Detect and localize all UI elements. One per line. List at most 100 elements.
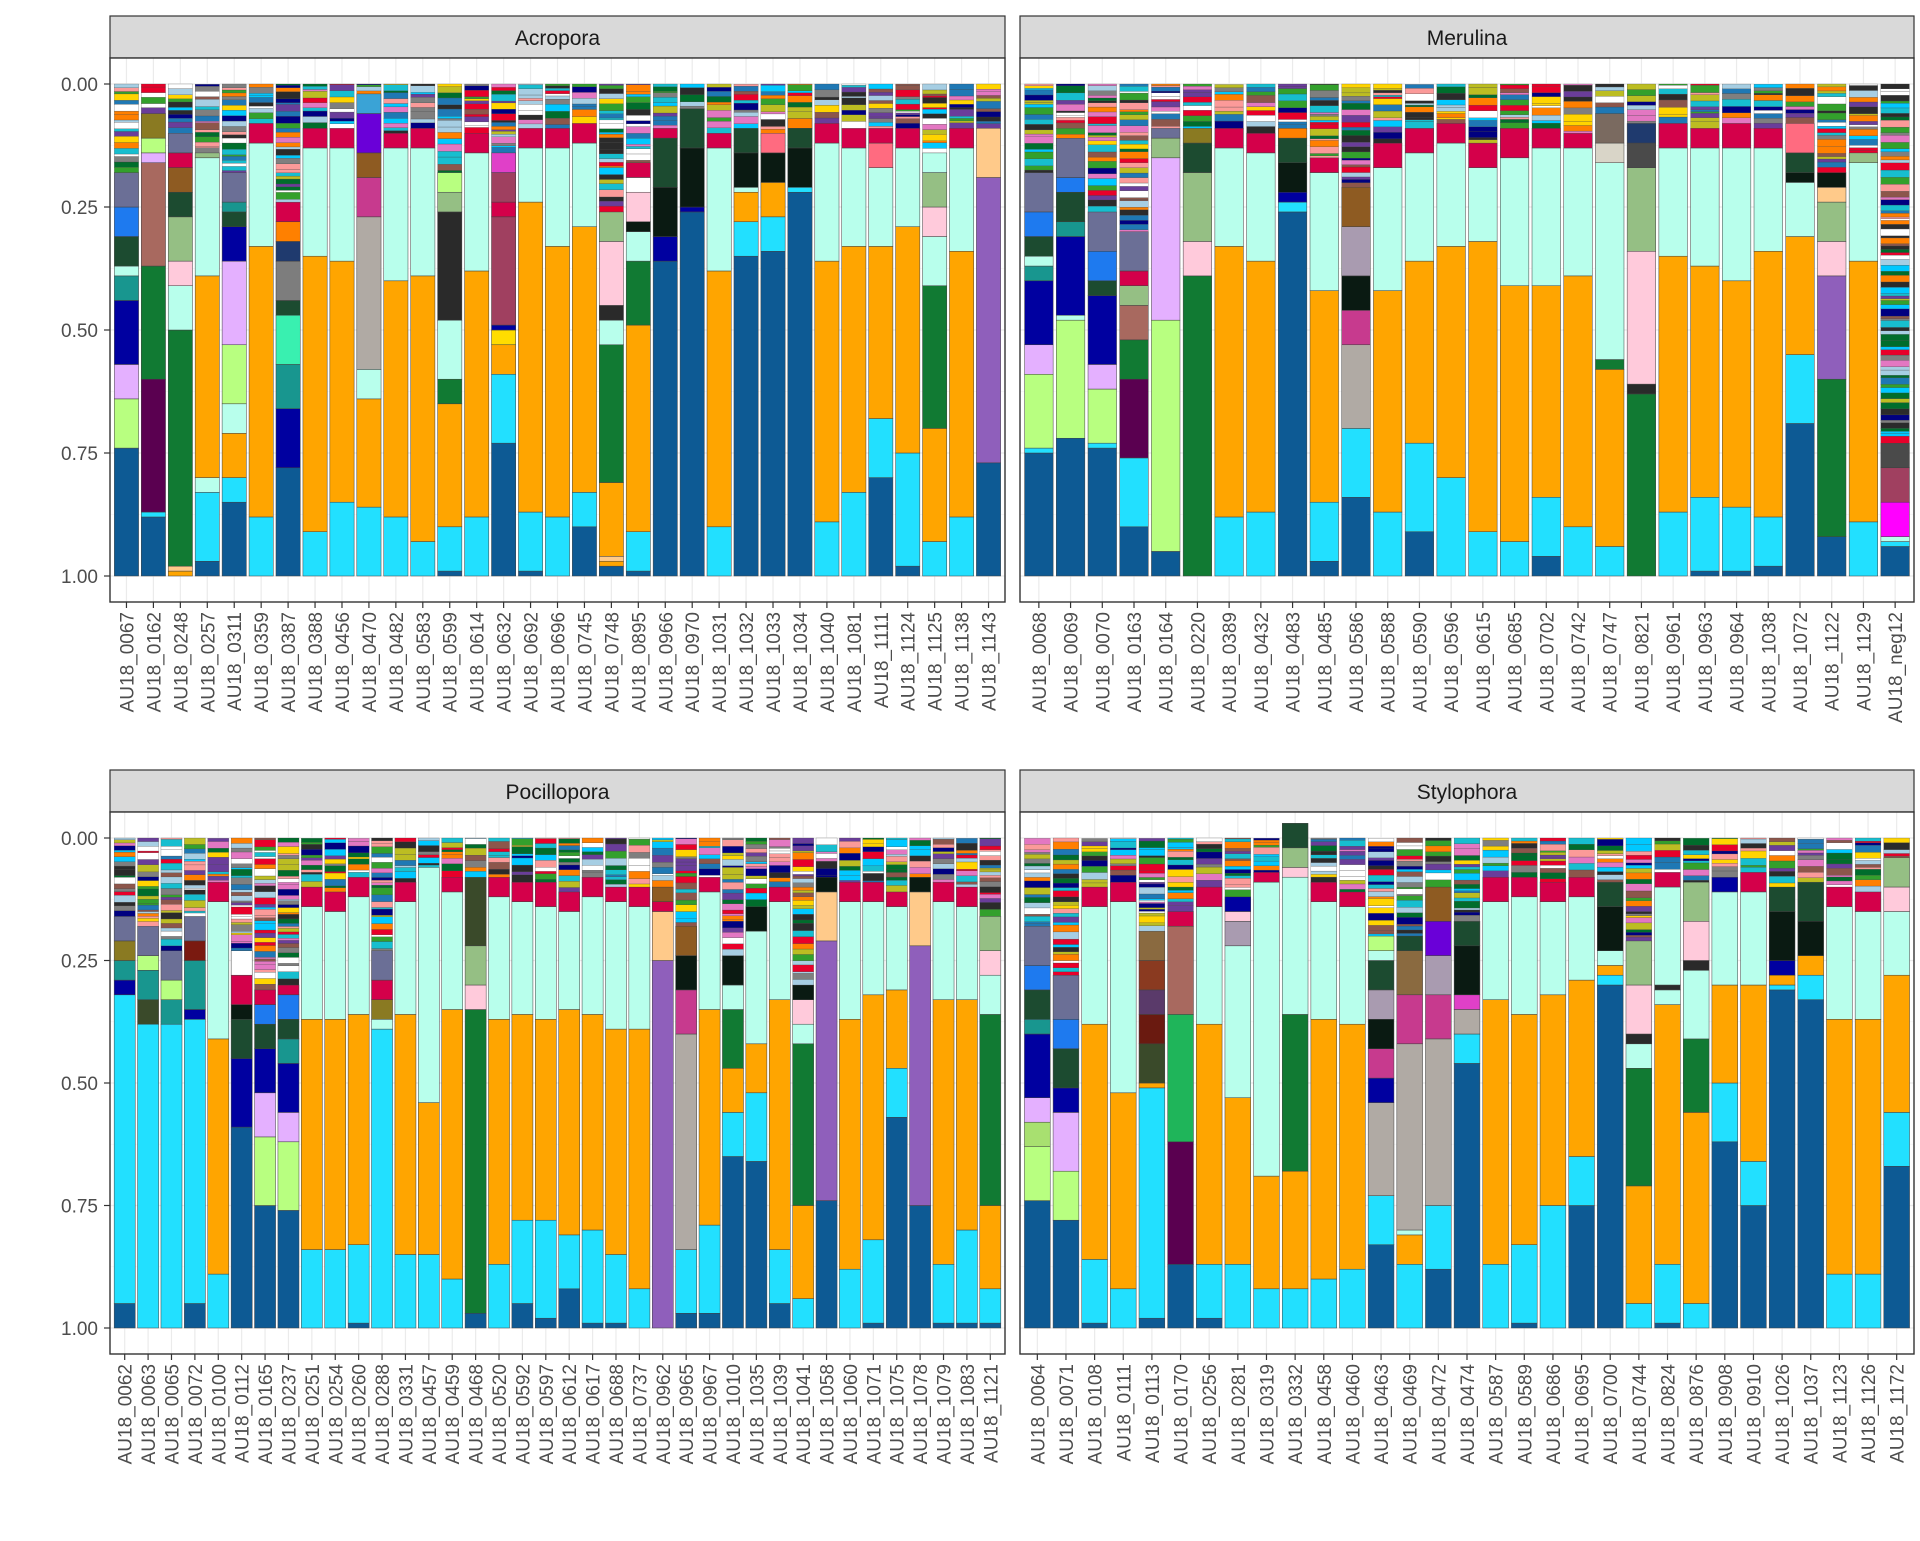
bar-segment — [1595, 369, 1625, 547]
bar-minor-segment — [652, 867, 674, 874]
bar-segment — [114, 236, 139, 267]
bar-minor-segment — [545, 118, 570, 125]
x-tick-label: AU18_0686 — [1544, 1364, 1565, 1464]
bar-segment — [862, 994, 885, 1241]
bar-minor-segment — [1797, 850, 1824, 854]
bar-segment — [221, 433, 247, 478]
bar-minor-segment — [1539, 878, 1566, 883]
bar-minor-segment — [1087, 106, 1117, 113]
bar-minor-segment — [160, 859, 183, 864]
bar-minor-segment — [1785, 88, 1815, 96]
bar-minor-segment — [652, 847, 674, 856]
bar-minor-segment — [221, 126, 247, 132]
bar-minor-segment — [675, 870, 697, 874]
bar-segment — [1531, 128, 1561, 149]
bar-minor-segment — [511, 874, 534, 883]
bar-minor-segment — [383, 90, 409, 93]
bar-minor-segment — [1539, 864, 1566, 869]
bar-minor-segment — [1396, 869, 1423, 872]
bar-segment — [1024, 1019, 1051, 1035]
bar-minor-segment — [599, 119, 624, 124]
bar-segment — [885, 891, 908, 907]
bar-minor-segment — [1119, 114, 1149, 120]
bar-minor-segment — [1563, 113, 1593, 122]
bar-segment — [932, 1264, 955, 1324]
bar-minor-segment — [137, 837, 159, 842]
x-tick-label: AU18_0599 — [441, 612, 462, 712]
bar-segment — [488, 876, 510, 898]
bar-minor-segment — [1563, 84, 1593, 92]
bar-minor-segment — [277, 899, 300, 901]
bar-minor-segment — [1373, 110, 1403, 118]
bar-minor-segment — [1880, 210, 1910, 214]
bar-minor-segment — [383, 112, 409, 119]
bar-segment — [1182, 172, 1212, 242]
bar-minor-segment — [652, 841, 674, 849]
bar-minor-segment — [491, 126, 516, 130]
bar-minor-segment — [1167, 849, 1194, 852]
bar-segment — [1224, 1264, 1251, 1329]
bar-minor-segment — [1110, 863, 1137, 866]
bar-minor-segment — [1711, 837, 1738, 839]
bar-minor-segment — [1138, 907, 1165, 910]
bar-segment — [605, 1028, 627, 1255]
x-tick-label: AU18_0311 — [225, 612, 246, 711]
bar-minor-segment — [301, 842, 323, 845]
bar-segment — [868, 246, 894, 419]
bar-segment — [1753, 128, 1783, 149]
bar-segment — [1138, 1014, 1166, 1045]
bar-minor-segment — [1196, 863, 1223, 868]
bar-segment — [1531, 285, 1561, 498]
bar-minor-segment — [814, 117, 840, 124]
bar-minor-segment — [1052, 859, 1079, 865]
bar-minor-segment — [1373, 95, 1403, 97]
bar-minor-segment — [1138, 840, 1165, 848]
bar-minor-segment — [1167, 864, 1194, 870]
bar-minor-segment — [301, 872, 323, 875]
bar-segment — [356, 113, 382, 154]
bar-minor-segment — [1087, 156, 1117, 162]
bar-segment — [1278, 211, 1308, 577]
bar-segment — [1468, 241, 1498, 532]
bar-minor-segment — [909, 867, 931, 874]
bar-minor-segment — [979, 898, 1001, 903]
bar-segment — [949, 516, 974, 577]
x-tick-label: AU18_1083 — [958, 1364, 979, 1464]
bar-minor-segment — [488, 862, 510, 870]
bar-minor-segment — [1224, 889, 1251, 897]
bar-segment — [979, 1205, 1002, 1290]
bar-minor-segment — [1539, 857, 1566, 859]
bar-minor-segment — [1436, 99, 1466, 106]
bar-segment — [706, 147, 732, 272]
bar-segment — [1024, 1121, 1051, 1147]
bar-minor-segment — [324, 849, 346, 856]
bar-minor-segment — [518, 110, 543, 116]
bar-minor-segment — [535, 879, 557, 883]
bar-minor-segment — [605, 876, 627, 880]
bar-minor-segment — [698, 868, 721, 876]
bar-minor-segment — [184, 880, 206, 886]
bar-minor-segment — [1817, 112, 1847, 120]
bar-minor-segment — [1849, 150, 1878, 154]
bar-minor-segment — [605, 869, 627, 875]
bar-minor-segment — [760, 98, 786, 105]
bar-segment — [1848, 521, 1878, 577]
bar-minor-segment — [675, 876, 697, 884]
bar-segment — [254, 1004, 276, 1025]
bar-segment — [922, 428, 948, 542]
bar-minor-segment — [1309, 155, 1339, 158]
bar-segment — [488, 1019, 510, 1265]
bar-minor-segment — [922, 142, 947, 149]
bar-minor-segment — [464, 837, 487, 839]
bar-segment — [545, 246, 570, 518]
bar-minor-segment — [168, 121, 193, 128]
bar-minor-segment — [254, 875, 276, 880]
bar-minor-segment — [1138, 863, 1165, 871]
bar-minor-segment — [733, 123, 759, 129]
bar-minor-segment — [1368, 898, 1395, 906]
bar-minor-segment — [545, 85, 570, 89]
bar-minor-segment — [769, 877, 791, 882]
x-tick-label: AU18_0592 — [513, 1364, 534, 1464]
bar-segment — [1110, 1092, 1137, 1290]
